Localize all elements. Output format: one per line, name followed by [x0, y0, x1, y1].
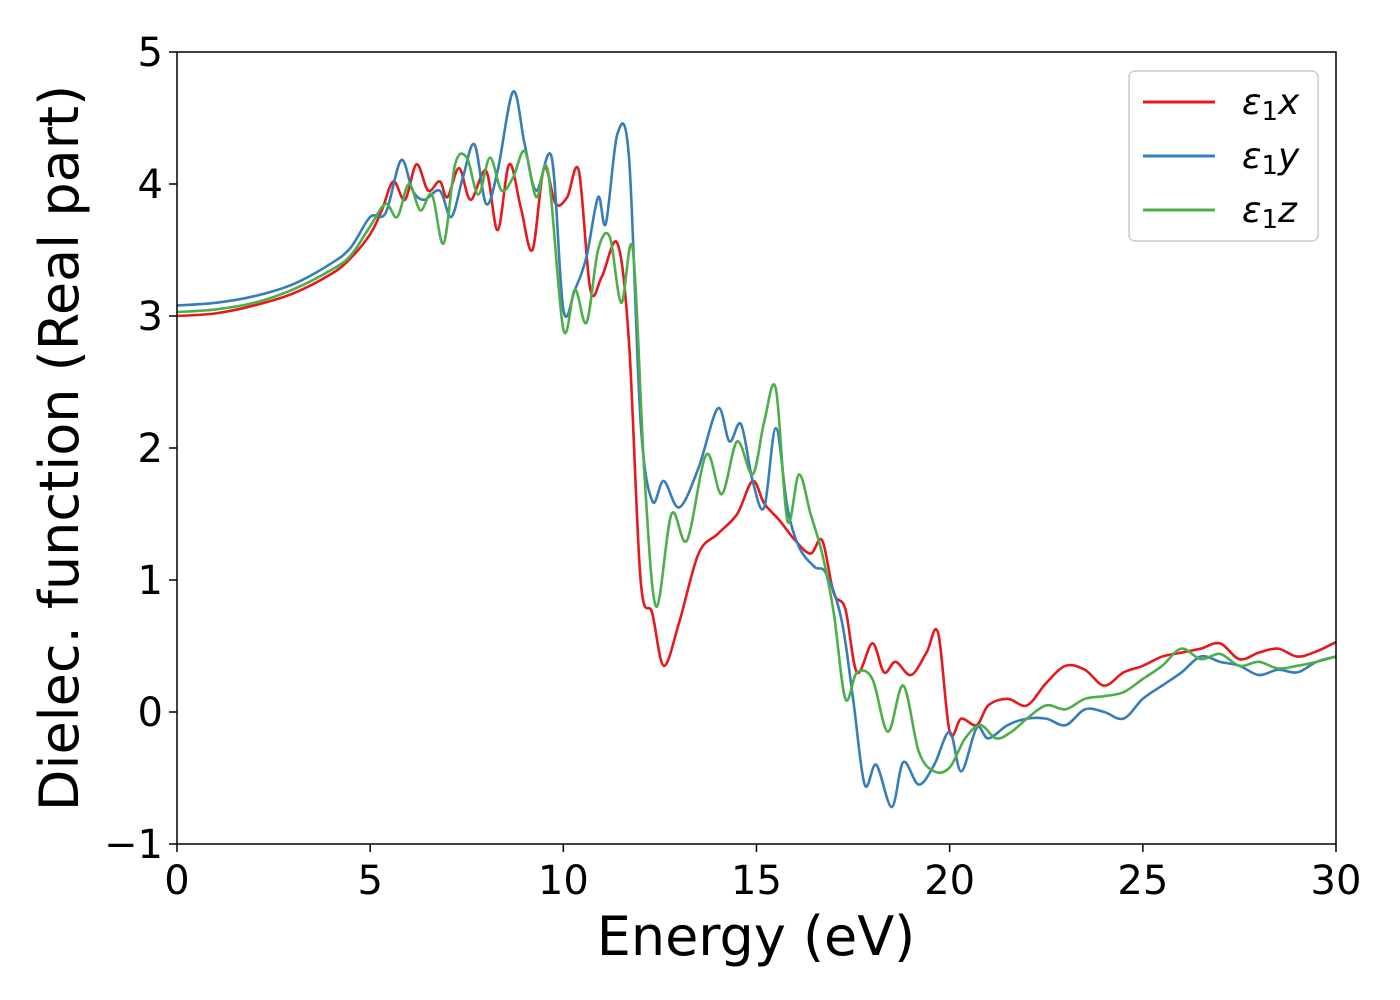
x-tick-label: 20	[924, 858, 975, 904]
legend-label: ε1x	[1242, 82, 1300, 127]
y-axis-label: Dielec. function (Real part)	[28, 85, 91, 811]
x-tick-label: 10	[538, 858, 589, 904]
legend-label: ε1z	[1242, 190, 1298, 235]
x-tick-label: 25	[1117, 858, 1168, 904]
series-layer	[176, 90, 1337, 809]
y-tick-label: 2	[138, 426, 163, 472]
y-axis-ticks: −1 0 1 2 3 4 5	[104, 30, 177, 868]
x-tick-label: 0	[164, 858, 189, 904]
x-tick-label: 15	[731, 858, 782, 904]
x-tick-label: 5	[357, 858, 382, 904]
y-tick-label: −1	[104, 822, 163, 868]
y-tick-label: 5	[138, 30, 163, 76]
x-axis-label: Energy (eV)	[597, 905, 916, 968]
legend-box	[1128, 70, 1319, 242]
x-axis-ticks: 0 5 10 15 20 25 30	[164, 844, 1361, 904]
y-tick-label: 0	[138, 690, 163, 736]
x-tick-label: 30	[1311, 858, 1362, 904]
legend: ε1x ε1y ε1z	[1128, 70, 1319, 242]
y-tick-label: 3	[138, 294, 163, 340]
series-line-2	[176, 90, 1337, 809]
series-line-3	[176, 149, 1337, 775]
legend-label: ε1y	[1242, 136, 1300, 181]
y-tick-label: 4	[138, 162, 163, 208]
y-tick-label: 1	[138, 558, 163, 604]
series-line-1	[176, 162, 1337, 738]
